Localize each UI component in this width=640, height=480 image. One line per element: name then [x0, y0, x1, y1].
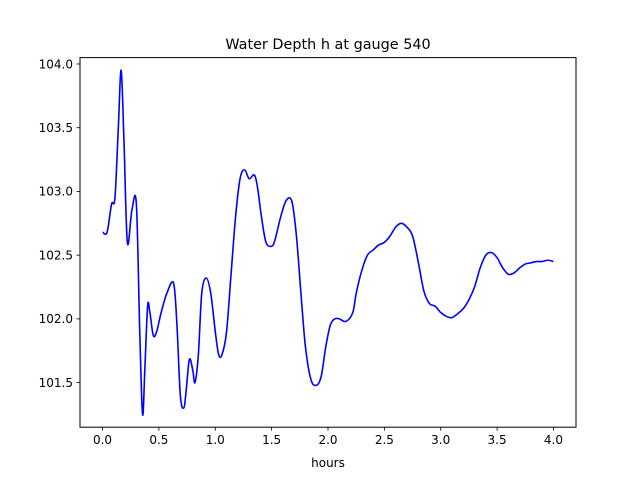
x-tick-label: 1.5: [262, 433, 281, 447]
x-axis: 0.0 0.5 1.0 1.5 2.0 2.5 3.0 3.5 4.0: [93, 427, 563, 447]
y-tick-label: 101.5: [39, 376, 73, 390]
x-tick-label: 1.0: [206, 433, 225, 447]
y-tick-label: 102.0: [39, 312, 73, 326]
chart-title: Water Depth h at gauge 540: [225, 37, 430, 53]
y-tick-label: 104.0: [39, 57, 73, 71]
x-tick-label: 0.0: [93, 433, 112, 447]
y-tick-label: 103.0: [39, 185, 73, 199]
x-axis-label: hours: [311, 456, 345, 470]
x-tick-label: 2.5: [375, 433, 394, 447]
x-tick-label: 2.0: [318, 433, 337, 447]
y-axis: 101.5 102.0 102.5 103.0 103.5 104.0: [39, 57, 80, 390]
y-tick-label: 102.5: [39, 248, 73, 262]
x-tick-label: 0.5: [149, 433, 168, 447]
series-line-0: [102, 69, 554, 416]
x-tick-label: 3.5: [488, 433, 507, 447]
y-tick-label: 103.5: [39, 121, 73, 135]
x-tick-label: 4.0: [544, 433, 563, 447]
plot-area: [79, 57, 577, 428]
series-layer: [102, 69, 554, 416]
x-tick-label: 3.0: [431, 433, 450, 447]
